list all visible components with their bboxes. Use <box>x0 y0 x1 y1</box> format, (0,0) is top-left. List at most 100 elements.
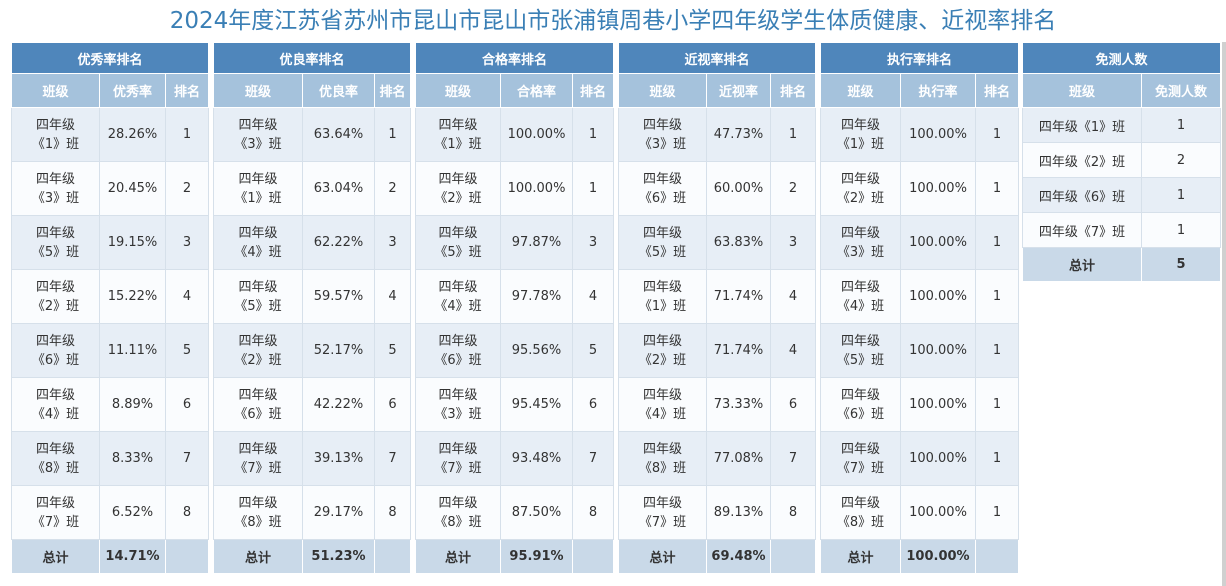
grade-text: 四年级 <box>840 279 880 295</box>
class-text: 《4》班 <box>31 406 80 422</box>
rank-cell: 8 <box>571 485 615 540</box>
rank-cell: 3 <box>373 215 412 270</box>
rate-cell: 52.17% <box>302 323 375 378</box>
class-text: 《3》班 <box>434 406 482 422</box>
class-cell: 四年级《7》班 <box>820 431 901 486</box>
grade-text: 四年级 <box>238 495 278 511</box>
total-row: 总计 95.91% <box>415 539 615 574</box>
rank-cell: 3 <box>571 215 615 270</box>
class-text: 《2》班 <box>31 298 80 314</box>
panel-title: 优秀率排名 <box>10 42 210 74</box>
rank-cell: 7 <box>769 431 817 486</box>
class-text: 《7》班 <box>638 514 687 530</box>
total-label: 总计 <box>1022 247 1142 282</box>
table-row: 四年级 《1》班 100.00% 1 <box>820 107 1020 162</box>
table-row: 四年级 《4》班 73.33% 6 <box>618 377 817 432</box>
grade-text: 四年级 <box>840 225 880 241</box>
table-row: 四年级 《1》班 63.04% 2 <box>213 161 412 216</box>
class-text: 《6》班 <box>234 406 282 422</box>
class-cell: 四年级《2》班 <box>415 161 501 216</box>
class-cell: 四年级 《4》班 <box>820 269 901 324</box>
rate-cell: 47.73% <box>706 107 771 162</box>
grade-text: 四年级 <box>35 279 75 295</box>
rate-cell: 97.87% <box>500 215 573 270</box>
grade-text: 四年级 <box>642 279 682 295</box>
rate-cell: 63.64% <box>302 107 375 162</box>
vertical-scrollbar[interactable] <box>1222 42 1226 586</box>
rank-cell: 6 <box>373 377 412 432</box>
table-row: 四年级 《6》班 42.22% 6 <box>213 377 412 432</box>
class-text: 《1》班 <box>638 298 687 314</box>
table-row: 四年级 《3》班 20.45% 2 <box>11 161 210 216</box>
class-cell: 四年级《1》班 <box>11 107 100 162</box>
rank-cell: 2 <box>769 161 817 216</box>
grade-text: 四年级 <box>642 225 682 241</box>
class-text: 《8》班 <box>31 460 80 476</box>
class-cell: 四年级《5》班 <box>618 215 707 270</box>
table-row: 四年级 《4》班 62.22% 3 <box>213 215 412 270</box>
rate-cell: 42.22% <box>302 377 375 432</box>
table-row: 四年级 《6》班 11.11% 5 <box>11 323 210 378</box>
panel-title: 近视率排名 <box>617 42 817 74</box>
class-text: 《7》班 <box>434 460 482 476</box>
class-cell: 四年级 《5》班 <box>213 269 303 324</box>
class-cell: 四年级 《3》班 <box>820 215 901 270</box>
ranking-panel: 近视率排名 班级 近视率 排名 四年级 《3》班 47.73% 1 四年级 《6》班 60.00% 2… <box>617 42 817 574</box>
rate-cell: 8.89% <box>99 377 166 432</box>
rank-cell: 8 <box>373 485 412 540</box>
total-row: 总计 14.71% <box>11 539 210 574</box>
grade-text: 四年级 <box>642 117 682 133</box>
total-value: 14.71% <box>99 539 166 574</box>
grade-text: 四年级 <box>238 117 278 133</box>
table-row: 四年级 《1》班 71.74% 4 <box>618 269 817 324</box>
count-cell: 1 <box>1140 177 1222 213</box>
rank-cell: 1 <box>373 107 412 162</box>
grade-text: 四年级 <box>35 333 75 349</box>
table-row: 四年级 《5》班 63.83% 3 <box>618 215 817 270</box>
grade-text: 四年级 <box>438 117 478 133</box>
column-header: 班级 <box>820 73 901 108</box>
class-text: 《5》班 <box>638 244 687 260</box>
ranking-table: 执行率排名 班级 执行率 排名 四年级 《1》班 100.00% 1 四年级 《2》班 100.00… <box>819 42 1020 574</box>
total-empty <box>571 539 615 574</box>
class-text: 《7》班 <box>234 460 282 476</box>
class-text: 《8》班 <box>234 514 282 530</box>
rate-cell: 59.57% <box>302 269 375 324</box>
rank-cell: 4 <box>769 269 817 324</box>
grade-text: 四年级 <box>438 171 478 187</box>
column-header: 班级 <box>11 73 100 108</box>
table-row: 四年级 《2》班 52.17% 5 <box>213 323 412 378</box>
table-row: 四年级《7》班 1 <box>1022 212 1222 248</box>
grade-text: 四年级 <box>35 225 75 241</box>
column-header: 排名 <box>571 73 615 108</box>
class-text: 《3》班 <box>234 136 282 152</box>
grade-text: 四年级 <box>35 387 75 403</box>
table-row: 四年级 《6》班 100.00% 1 <box>820 377 1020 432</box>
rate-cell: 71.74% <box>706 323 771 378</box>
ranking-table: 优秀率排名 班级 优秀率 排名 四年级 《1》班 28.26% 1 四年级 《3》班 20.45% 2… <box>10 42 210 574</box>
rate-cell: 63.04% <box>302 161 375 216</box>
total-empty <box>164 539 210 574</box>
class-cell: 四年级《8》班 <box>213 485 303 540</box>
page-title: 2024年度江苏省苏州市昆山市昆山市张浦镇周巷小学四年级学生体质健康、近视率排名 <box>169 8 1057 34</box>
rate-cell: 20.45% <box>99 161 166 216</box>
class-cell: 四年级《1》班 <box>618 269 707 324</box>
rank-cell: 4 <box>571 269 615 324</box>
column-header: 排名 <box>769 73 817 108</box>
rank-cell: 7 <box>164 431 210 486</box>
class-text: 《6》班 <box>638 190 687 206</box>
class-cell: 四年级《6》班 <box>1022 177 1142 213</box>
class-cell: 四年级《6》班 <box>11 323 100 378</box>
grade-text: 四年级 <box>438 441 478 457</box>
table-row: 四年级 《1》班 100.00% 1 <box>415 107 615 162</box>
class-text: 《5》班 <box>234 298 282 314</box>
rank-cell: 1 <box>164 107 210 162</box>
class-text: 《7》班 <box>836 460 885 476</box>
rank-cell: 1 <box>974 161 1020 216</box>
total-label: 总计 <box>213 539 303 574</box>
rank-cell: 6 <box>164 377 210 432</box>
class-cell: 四年级《2》班 <box>618 323 707 378</box>
table-row: 四年级 《7》班 100.00% 1 <box>820 431 1020 486</box>
class-cell: 四年级 《4》班 <box>618 377 707 432</box>
class-cell: 四年级《6》班 <box>213 377 303 432</box>
